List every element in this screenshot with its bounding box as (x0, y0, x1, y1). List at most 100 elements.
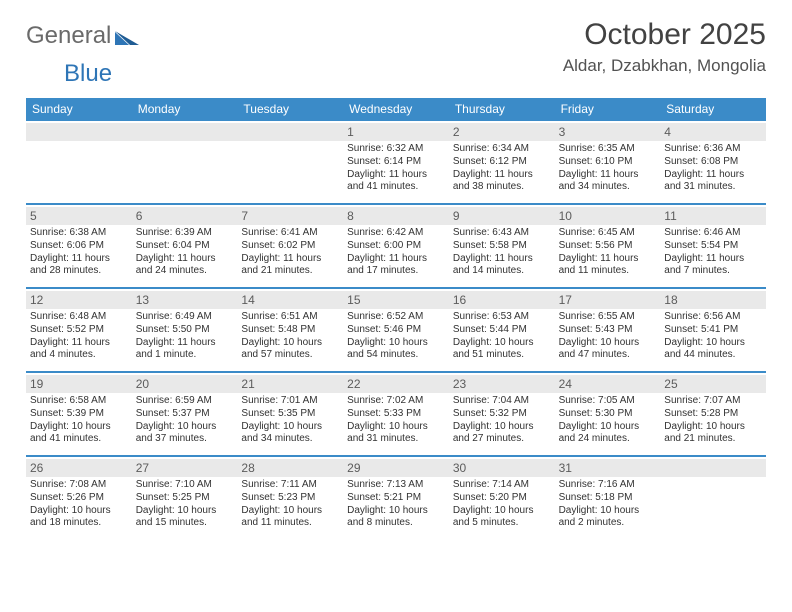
day-cell: 20Sunrise: 6:59 AMSunset: 5:37 PMDayligh… (132, 373, 238, 455)
sunrise: Sunrise: 6:46 AM (664, 227, 762, 240)
day-info: Sunrise: 6:52 AMSunset: 5:46 PMDaylight:… (347, 311, 445, 362)
sunrise: Sunrise: 7:05 AM (559, 395, 657, 408)
sunrise: Sunrise: 6:53 AM (453, 311, 551, 324)
day-cell: 22Sunrise: 7:02 AMSunset: 5:33 PMDayligh… (343, 373, 449, 455)
day-number: 23 (449, 375, 555, 393)
daylight: Daylight: 10 hours and 15 minutes. (136, 505, 234, 531)
sunset: Sunset: 5:46 PM (347, 324, 445, 337)
day-info: Sunrise: 7:11 AMSunset: 5:23 PMDaylight:… (241, 479, 339, 530)
daylight: Daylight: 11 hours and 4 minutes. (30, 337, 128, 363)
day-cell: 16 Sunrise: 6:53 AMSunset: 5:44 PMDayligh… (449, 289, 555, 371)
sunset: Sunset: 6:02 PM (241, 240, 339, 253)
day-cell: 3Sunrise: 6:35 AMSunset: 6:10 PMDaylight… (555, 121, 661, 203)
day-info: Sunrise: 6:42 AMSunset: 6:00 PMDaylight:… (347, 227, 445, 278)
daylight: Daylight: 10 hours and 2 minutes. (559, 505, 657, 531)
daylight: Daylight: 10 hours and 11 minutes. (241, 505, 339, 531)
day-info: Sunrise: 6:34 AMSunset: 6:12 PMDaylight:… (453, 143, 551, 194)
sunrise: Sunrise: 7:04 AM (453, 395, 551, 408)
sunset: Sunset: 5:28 PM (664, 408, 762, 421)
sunrise: Sunrise: 6:36 AM (664, 143, 762, 156)
day-info: Sunrise: 7:07 AMSunset: 5:28 PMDaylight:… (664, 395, 762, 446)
day-number: 19 (26, 375, 132, 393)
sunrise: Sunrise: 7:11 AM (241, 479, 339, 492)
sunrise: Sunrise: 6:48 AM (30, 311, 128, 324)
sunset: Sunset: 5:39 PM (30, 408, 128, 421)
day-number: 18 (660, 291, 766, 309)
daylight: Daylight: 11 hours and 7 minutes. (664, 253, 762, 279)
day-cell: 15 Sunrise: 6:52 AMSunset: 5:46 PMDayligh… (343, 289, 449, 371)
sunset: Sunset: 5:20 PM (453, 492, 551, 505)
daylight: Daylight: 10 hours and 27 minutes. (453, 421, 551, 447)
day-info: Sunrise: 6:43 AMSunset: 5:58 PMDaylight:… (453, 227, 551, 278)
sunrise: Sunrise: 6:51 AM (241, 311, 339, 324)
daylight: Daylight: 11 hours and 34 minutes. (559, 169, 657, 195)
day-cell: 11Sunrise: 6:46 AMSunset: 5:54 PMDayligh… (660, 205, 766, 287)
sunset: Sunset: 5:52 PM (30, 324, 128, 337)
day-info: Sunrise: 6:45 AMSunset: 5:56 PMDaylight:… (559, 227, 657, 278)
day-number: 1 (343, 123, 449, 141)
brand-part1: General (26, 22, 111, 50)
day-number: 28 (237, 459, 343, 477)
sunrise: Sunrise: 7:07 AM (664, 395, 762, 408)
day-cell: 27Sunrise: 7:10 AMSunset: 5:25 PMDayligh… (132, 457, 238, 539)
day-number: 15 (343, 291, 449, 309)
sunset: Sunset: 5:25 PM (136, 492, 234, 505)
day-info: Sunrise: 6:36 AMSunset: 6:08 PMDaylight:… (664, 143, 762, 194)
sunset: Sunset: 5:26 PM (30, 492, 128, 505)
daylight: Daylight: 10 hours and 57 minutes. (241, 337, 339, 363)
day-number: 2 (449, 123, 555, 141)
sunset: Sunset: 6:10 PM (559, 156, 657, 169)
daylight: Daylight: 11 hours and 31 minutes. (664, 169, 762, 195)
daylight: Daylight: 10 hours and 8 minutes. (347, 505, 445, 531)
day-cell: 29Sunrise: 7:13 AMSunset: 5:21 PMDayligh… (343, 457, 449, 539)
sunset: Sunset: 6:06 PM (30, 240, 128, 253)
sunset: Sunset: 5:48 PM (241, 324, 339, 337)
day-number: 26 (26, 459, 132, 477)
daylight: Daylight: 11 hours and 14 minutes. (453, 253, 551, 279)
sunrise: Sunrise: 6:43 AM (453, 227, 551, 240)
day-info: Sunrise: 7:13 AMSunset: 5:21 PMDaylight:… (347, 479, 445, 530)
day-info: Sunrise: 6:38 AMSunset: 6:06 PMDaylight:… (30, 227, 128, 278)
sunrise: Sunrise: 6:39 AM (136, 227, 234, 240)
daylight: Daylight: 10 hours and 51 minutes. (453, 337, 551, 363)
day-number (132, 123, 238, 141)
daylight: Daylight: 10 hours and 47 minutes. (559, 337, 657, 363)
sunset: Sunset: 5:41 PM (664, 324, 762, 337)
sunrise: Sunrise: 6:52 AM (347, 311, 445, 324)
day-info: Sunrise: 6:53 AMSunset: 5:44 PMDaylight:… (453, 311, 551, 362)
daylight: Daylight: 10 hours and 34 minutes. (241, 421, 339, 447)
day-number: 16 (449, 291, 555, 309)
day-cell: 18Sunrise: 6:56 AMSunset: 5:41 PMDayligh… (660, 289, 766, 371)
weeks-container: 1Sunrise: 6:32 AMSunset: 6:14 PMDaylight… (26, 121, 766, 539)
daylight: Daylight: 10 hours and 21 minutes. (664, 421, 762, 447)
day-number: 25 (660, 375, 766, 393)
day-number (237, 123, 343, 141)
month-title: October 2025 (563, 18, 766, 52)
day-info: Sunrise: 7:02 AMSunset: 5:33 PMDaylight:… (347, 395, 445, 446)
day-info: Sunrise: 7:04 AMSunset: 5:32 PMDaylight:… (453, 395, 551, 446)
dow-wed: Wednesday (343, 98, 449, 121)
day-cell: 14 Sunrise: 6:51 AMSunset: 5:48 PMDayligh… (237, 289, 343, 371)
day-number: 7 (237, 207, 343, 225)
day-cell: 8Sunrise: 6:42 AMSunset: 6:00 PMDaylight… (343, 205, 449, 287)
day-info: Sunrise: 6:41 AMSunset: 6:02 PMDaylight:… (241, 227, 339, 278)
day-cell: 26Sunrise: 7:08 AMSunset: 5:26 PMDayligh… (26, 457, 132, 539)
dow-thu: Thursday (449, 98, 555, 121)
sunset: Sunset: 5:44 PM (453, 324, 551, 337)
day-number: 24 (555, 375, 661, 393)
daylight: Daylight: 10 hours and 37 minutes. (136, 421, 234, 447)
sunrise: Sunrise: 6:59 AM (136, 395, 234, 408)
day-number: 27 (132, 459, 238, 477)
sunrise: Sunrise: 6:34 AM (453, 143, 551, 156)
day-number: 30 (449, 459, 555, 477)
day-cell: 7 Sunrise: 6:41 AMSunset: 6:02 PMDaylight… (237, 205, 343, 287)
sunset: Sunset: 6:08 PM (664, 156, 762, 169)
day-info: Sunrise: 7:05 AMSunset: 5:30 PMDaylight:… (559, 395, 657, 446)
day-info: Sunrise: 6:46 AMSunset: 5:54 PMDaylight:… (664, 227, 762, 278)
sunrise: Sunrise: 6:42 AM (347, 227, 445, 240)
day-cell: 23 Sunrise: 7:04 AMSunset: 5:32 PMDayligh… (449, 373, 555, 455)
day-number: 14 (237, 291, 343, 309)
day-cell (132, 121, 238, 203)
sunrise: Sunrise: 6:45 AM (559, 227, 657, 240)
sunrise: Sunrise: 7:13 AM (347, 479, 445, 492)
